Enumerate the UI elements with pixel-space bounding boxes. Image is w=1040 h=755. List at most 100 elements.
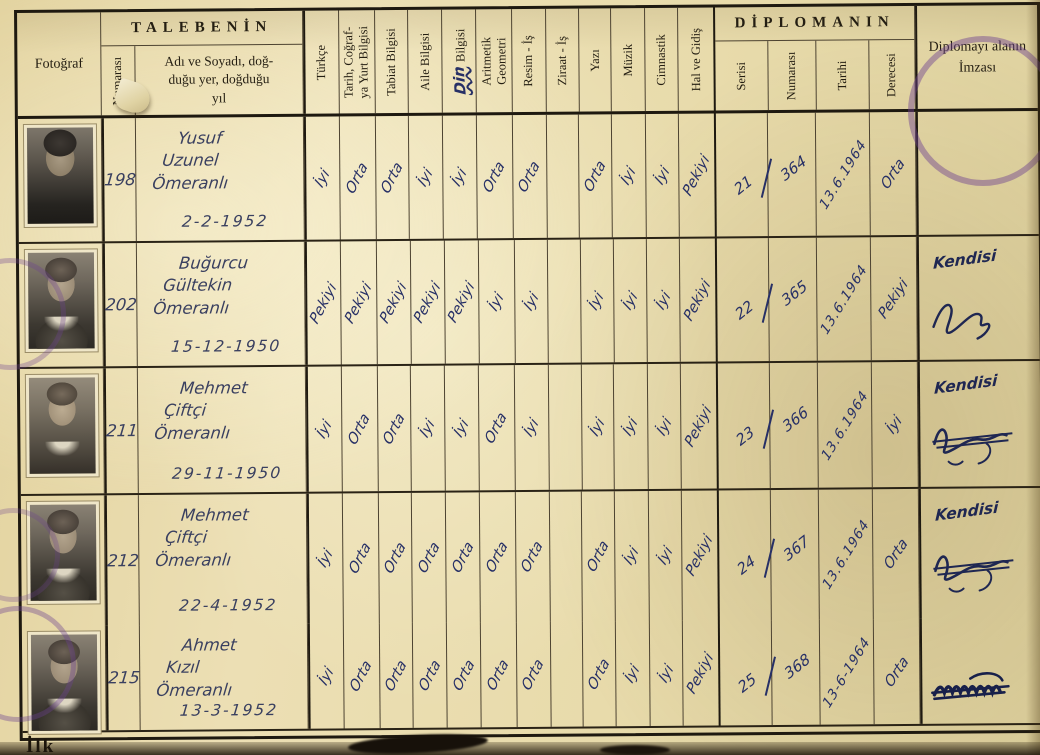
student-name-line: Ömeranlı bbox=[153, 422, 232, 443]
student-name-line: Ömeranlı bbox=[154, 549, 233, 570]
student-row: 212 Mehmet Çiftçi Ömeranlı 22-4-1952 İyi… bbox=[20, 487, 1040, 626]
column-header-ziraat-is: Ziraat - İş bbox=[545, 8, 580, 112]
diplomanin-group: DİPLOMANIN Serisi Numarası Tarihi Derece… bbox=[713, 5, 916, 111]
grades: İyi Orta Orta İyi İyi Orta İyi İyi İyi İ… bbox=[305, 363, 717, 492]
student-birth-date: 13-3-1952 bbox=[179, 700, 280, 720]
diploma-date: 13.6.1964 bbox=[816, 136, 870, 213]
diploma-degree: Orta bbox=[881, 652, 912, 691]
photo-cell bbox=[19, 368, 105, 494]
column-header-tabiat: Tabiat Bilgisi bbox=[374, 9, 410, 114]
student-name-line: Buğurcu bbox=[178, 253, 250, 273]
name-cell: Yusuf Uzunel Ömeranlı 2-2-1952 bbox=[135, 116, 305, 242]
grade-cell-turkce: İyi bbox=[305, 116, 341, 240]
student-birth-date: 29-11-1950 bbox=[171, 463, 284, 483]
diploma-serial-cell: 25 368 bbox=[717, 620, 814, 726]
signature-scribble bbox=[932, 303, 991, 340]
column-header-hal-ve-gidis: Hal ve Gidiş bbox=[688, 27, 703, 91]
name-cell: Buğurcu Gültekin Ömeranlı 15-12-1950 bbox=[136, 241, 306, 367]
subject-headers: Türkçe Tarih, Coğraf- ya Yurt Bilgisi Ta… bbox=[303, 7, 714, 114]
student-photo bbox=[30, 634, 98, 731]
student-name-line: Mehmet bbox=[179, 378, 249, 398]
column-header-resim-is: Resim - İş bbox=[511, 8, 547, 113]
name-cell: Mehmet Çiftçi Ömeranlı 22-4-1952 bbox=[138, 493, 308, 626]
handwritten-din-annotation: Din bbox=[449, 65, 470, 95]
fotograf-label: Fotoğraf bbox=[34, 55, 84, 72]
ink-smudge bbox=[600, 745, 670, 755]
grade-cell-turkce: İyi bbox=[307, 366, 343, 492]
grade-cell-aile: Orta bbox=[412, 492, 448, 623]
grade-cell-ziraat-is bbox=[550, 621, 585, 727]
student-name-line: Ahmet bbox=[181, 635, 238, 655]
column-header-name: Adı ve Soyadı, doğ- duğu yer, doğduğu yı… bbox=[135, 45, 303, 115]
grade-cell-turkce: İyi bbox=[309, 623, 345, 729]
grade-cell-resim-is: Orta bbox=[515, 491, 551, 623]
grade-cell-resim-is: İyi bbox=[514, 239, 550, 364]
diploma-serial-cell: 22 365 bbox=[714, 238, 811, 362]
student-name-line: Mehmet bbox=[180, 505, 250, 525]
student-birth-date: 2-2-1952 bbox=[181, 212, 270, 231]
student-birth-date: 22-4-1952 bbox=[178, 595, 279, 615]
number-cell: 211 bbox=[103, 368, 139, 494]
grade-cell-ziraat-is bbox=[546, 114, 581, 238]
diploma-date: 13.6.1964 bbox=[819, 516, 873, 593]
diploma-date: 13.6.1964 bbox=[818, 386, 872, 464]
grade-cell-resim-is: Orta bbox=[516, 621, 552, 728]
diploma-degree-cell: Orta bbox=[869, 111, 917, 236]
grade-cell-din: İyi bbox=[443, 115, 478, 239]
student-row: 198 Yusuf Uzunel Ömeranlı 2-2-1952 İyi O… bbox=[17, 110, 1039, 244]
student-number: 212 bbox=[106, 550, 140, 570]
grade-cell-aritmetik: Orta bbox=[478, 365, 516, 491]
grades: İyi Orta Orta Orta Orta Orta Orta Orta İ… bbox=[307, 620, 719, 729]
grade-cell-yazi: Orta bbox=[582, 491, 617, 622]
grade-cell-yazi: İyi bbox=[581, 364, 616, 490]
column-header-muzik: Müzik bbox=[611, 8, 647, 112]
grade-cell-yazi: Orta bbox=[579, 114, 614, 238]
diploma-degree-cell: İyi bbox=[871, 361, 919, 488]
student-number: 211 bbox=[105, 421, 139, 441]
grade-cell-hal-ve-gidis: Pekiyi bbox=[682, 402, 716, 450]
student-photo bbox=[28, 377, 96, 474]
signature-cell: Kendisi bbox=[917, 360, 1040, 487]
grade-cell-tarih-cografya: Orta bbox=[343, 623, 381, 729]
signature-kendisi-label: Kendisi bbox=[933, 371, 998, 398]
grade-cell-muzik: İyi bbox=[612, 114, 648, 238]
grades: İyi Orta Orta İyi İyi Orta Orta Orta İyi… bbox=[303, 113, 715, 240]
student-name-line: Çiftçi bbox=[163, 400, 208, 421]
grade-cell-muzik: İyi bbox=[613, 239, 649, 363]
grades: İyi Orta Orta Orta Orta Orta Orta Orta İ… bbox=[306, 490, 718, 624]
diploma-date: 13-6-1964 bbox=[819, 633, 874, 711]
register-table: Fotoğraf TALEBENİN Numarası Adı ve Soyad… bbox=[14, 1, 1040, 742]
serial-top: 21 bbox=[731, 170, 756, 199]
student-number: 202 bbox=[104, 295, 138, 315]
student-name-line: Yusuf bbox=[177, 128, 223, 148]
number-cell: 202 bbox=[102, 243, 138, 367]
diploma-date: 13.6.1964 bbox=[817, 261, 871, 338]
student-row: 211 Mehmet Çiftçi Ömeranlı 29-11-1950 İy… bbox=[19, 360, 1040, 496]
diploma-date-cell: 13.6.1964 bbox=[816, 237, 872, 361]
column-header-derecesi: Derecesi bbox=[884, 52, 899, 97]
column-header-tarihi: Tarihi bbox=[815, 40, 870, 110]
signature-cell bbox=[915, 110, 1039, 235]
student-name-line: Kızıl bbox=[165, 657, 201, 678]
diplomanin-title: DİPLOMANIN bbox=[715, 5, 915, 42]
grade-cell-tarih-cografya: Orta bbox=[339, 116, 377, 240]
grade-cell-din: Orta bbox=[446, 492, 481, 623]
grade-cell-hal-ve-gidis: Pekiyi bbox=[681, 276, 715, 324]
page-edge-shadow bbox=[1026, 0, 1040, 755]
signature-scribble-crossed bbox=[933, 555, 1014, 593]
signature-kendisi-label: Kendisi bbox=[934, 498, 999, 525]
serial-top: 25 bbox=[734, 668, 760, 697]
student-name-line: Ömeranlı bbox=[152, 297, 231, 318]
diploma-serial-cell: 24 367 bbox=[716, 490, 813, 621]
student-row: 202 Buğurcu Gültekin Ömeranlı 15-12-1950… bbox=[18, 235, 1040, 369]
photo-cell bbox=[21, 625, 107, 731]
diploma-serial-cell: 23 366 bbox=[715, 363, 812, 489]
grade-cell-tabiat: Pekiyi bbox=[376, 240, 412, 365]
diploma-date-cell: 13.6.1964 bbox=[817, 362, 873, 488]
column-header-imza: Diplomayı alanın İmzası bbox=[915, 4, 1038, 109]
number-cell: 215 bbox=[105, 625, 141, 731]
grade-cell-aritmetik: Orta bbox=[480, 622, 518, 728]
photo-cell bbox=[20, 495, 106, 626]
name-cell: Ahmet Kızıl Ömeranlı 13-3-1952 bbox=[139, 623, 309, 731]
number-cell: 198 bbox=[101, 118, 137, 242]
